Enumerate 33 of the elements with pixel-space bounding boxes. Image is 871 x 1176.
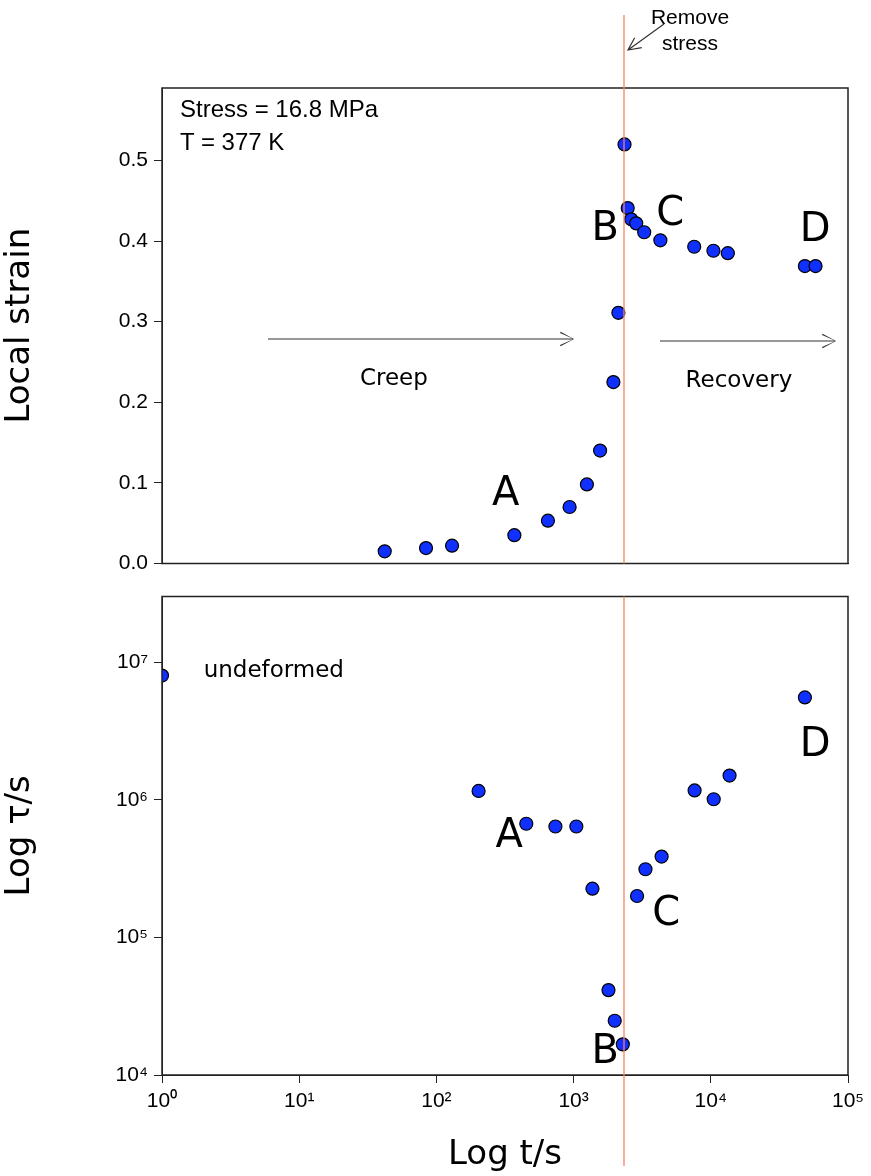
annotation: A [495,810,524,857]
annotation: T = 377 K [180,127,285,155]
annotation: Recovery [685,366,793,393]
annotation: B [591,1025,619,1072]
x-tick-label: 10⁵ [831,1088,865,1112]
annotation: B [591,202,619,249]
x-tick-label: 10⁴ [694,1088,727,1112]
ref-line-label: Remove stress [650,4,730,54]
annotation: undeformed [203,655,344,682]
y-tick-label: 0.2 [118,389,148,413]
y-tick-label: 10⁶ [115,786,148,810]
x-tick-label: 10⁰ [146,1088,178,1112]
annotation: D [799,204,831,251]
annotation: D [799,719,831,766]
y-tick-label: 0.3 [118,308,148,332]
annotation: Creep [359,364,428,391]
y-tick-label: 10⁷ [117,649,148,673]
x-tick-label: 10¹ [284,1088,315,1112]
y-tick-label: 10⁵ [115,924,148,948]
y-axis-title: Local strain [0,227,38,424]
y-axis-title: Log τ/s [0,775,38,897]
x-tick-label: 10² [421,1088,452,1112]
y-tick-label: 0.5 [118,147,148,171]
y-tick-label: 0.4 [118,227,149,251]
annotation: Stress = 16.8 MPa [180,94,379,122]
annotation: A [492,467,520,514]
y-tick-label: 0.1 [118,469,148,493]
x-axis-title: Log t/s [447,1132,563,1173]
annotation: C [652,887,681,934]
y-tick-label: 10⁴ [115,1061,148,1085]
annotation: C [656,188,685,235]
y-tick-label: 0.0 [118,550,148,574]
x-tick-label: 10³ [558,1088,589,1112]
